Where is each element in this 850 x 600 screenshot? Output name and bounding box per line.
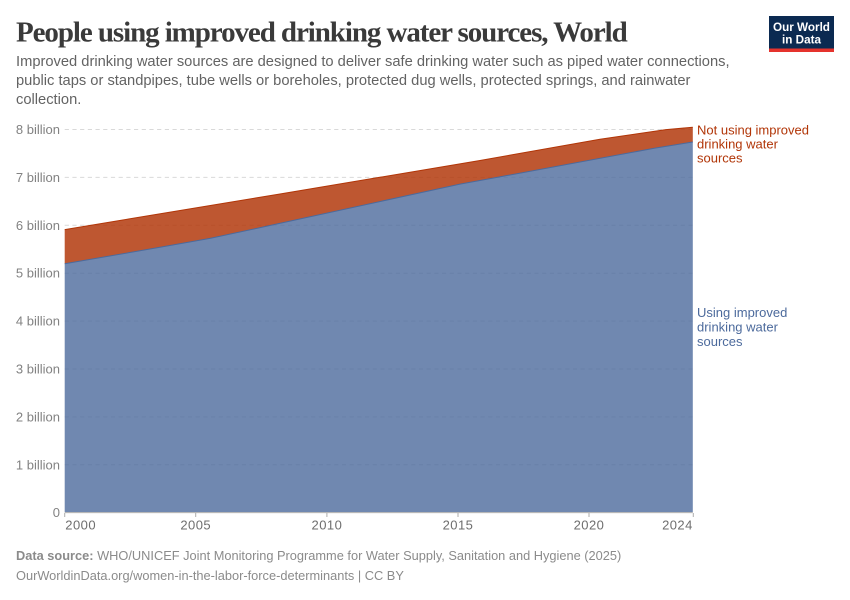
svg-text:Our World: Our World <box>773 21 830 34</box>
svg-text:Not using improved: Not using improved <box>697 122 809 137</box>
svg-text:sources: sources <box>697 151 743 166</box>
svg-text:2005: 2005 <box>180 518 211 533</box>
svg-text:in Data: in Data <box>782 34 821 47</box>
svg-text:5 billion: 5 billion <box>16 266 60 281</box>
svg-text:Improved drinking water source: Improved drinking water sources are desi… <box>16 54 730 70</box>
svg-text:Data source: WHO/UNICEF Joint: Data source: WHO/UNICEF Joint Monitoring… <box>16 548 621 563</box>
svg-text:People using improved drinking: People using improved drinking water sou… <box>16 17 628 49</box>
svg-text:drinking water: drinking water <box>697 136 779 151</box>
svg-text:2010: 2010 <box>312 518 343 533</box>
svg-text:3 billion: 3 billion <box>16 362 60 377</box>
svg-text:drinking water: drinking water <box>697 319 779 334</box>
svg-text:2015: 2015 <box>443 518 474 533</box>
svg-text:2000: 2000 <box>65 518 96 533</box>
svg-text:6 billion: 6 billion <box>16 218 60 233</box>
svg-text:public taps or standpipes, tub: public taps or standpipes, tube wells or… <box>16 73 690 89</box>
svg-text:8 billion: 8 billion <box>16 122 60 137</box>
svg-text:1 billion: 1 billion <box>16 457 60 472</box>
svg-text:2020: 2020 <box>574 518 605 533</box>
svg-text:sources: sources <box>697 334 743 349</box>
svg-text:4 billion: 4 billion <box>16 314 60 329</box>
svg-text:2024: 2024 <box>662 518 693 533</box>
svg-text:0: 0 <box>53 505 60 520</box>
svg-text:7 billion: 7 billion <box>16 170 60 185</box>
svg-text:OurWorldinData.org/women-in-th: OurWorldinData.org/women-in-the-labor-fo… <box>16 568 404 583</box>
svg-text:Using improved: Using improved <box>697 305 787 320</box>
svg-text:2 billion: 2 billion <box>16 409 60 424</box>
svg-text:collection.: collection. <box>16 92 81 108</box>
